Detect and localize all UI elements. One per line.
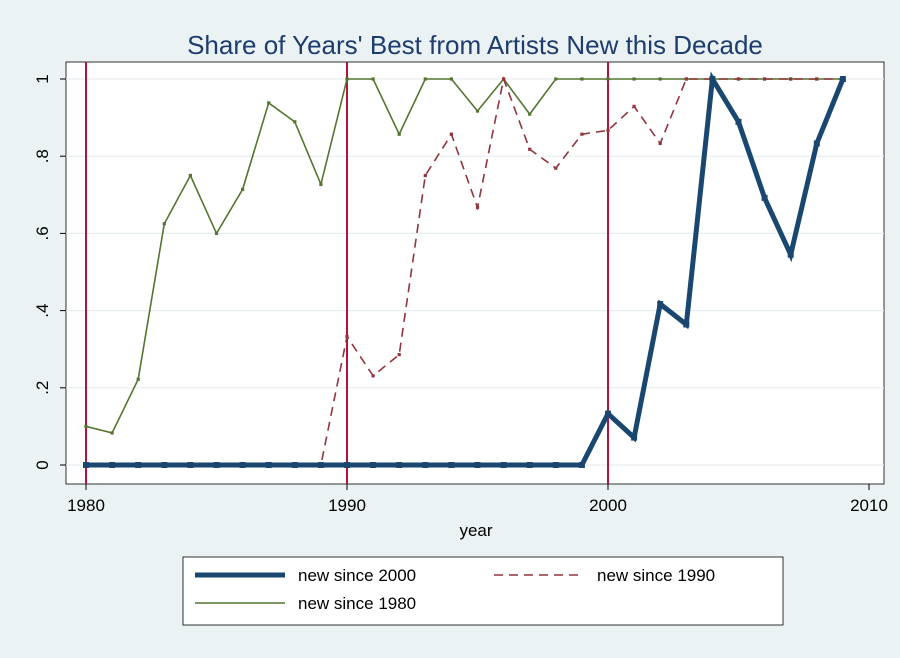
data-point	[396, 462, 403, 468]
y-tick-label: .6	[33, 226, 52, 240]
data-point	[528, 147, 532, 151]
data-point	[552, 462, 559, 468]
series-line-3	[85, 77, 843, 434]
legend: new since 2000 new since 1990 new since 19…	[182, 556, 784, 626]
data-point	[345, 77, 349, 81]
data-point	[423, 173, 427, 178]
x-axis-label: year	[459, 521, 492, 540]
x-axis: 1980 1990 2000 2010	[67, 484, 888, 515]
x-tick-label: 1980	[67, 496, 105, 515]
data-point	[162, 222, 166, 226]
data-point	[606, 77, 610, 81]
data-point	[789, 77, 793, 81]
y-tick-label: .8	[33, 149, 52, 163]
legend-label: new since 1980	[298, 594, 416, 613]
data-point	[658, 77, 662, 81]
data-point	[317, 462, 324, 468]
data-point	[188, 173, 192, 178]
data-point	[735, 118, 742, 125]
data-point	[370, 462, 377, 468]
data-point	[371, 77, 375, 81]
data-point	[526, 462, 533, 468]
data-point	[578, 462, 585, 468]
data-point	[423, 77, 427, 81]
data-point	[763, 77, 767, 81]
data-point	[161, 462, 168, 468]
legend-box	[182, 556, 784, 626]
data-point	[110, 431, 114, 435]
data-point	[136, 377, 140, 381]
legend-label: new since 2000	[298, 566, 416, 585]
data-point	[761, 194, 768, 201]
data-point	[474, 462, 481, 468]
data-point	[397, 132, 401, 136]
data-point	[267, 101, 271, 105]
data-point	[709, 76, 716, 82]
data-point	[135, 462, 142, 468]
y-tick-label: 0	[33, 460, 52, 469]
data-point	[813, 140, 820, 147]
data-point	[449, 77, 453, 81]
data-point	[580, 132, 584, 136]
series-lines	[83, 71, 846, 468]
data-point	[475, 205, 480, 210]
data-point	[475, 109, 480, 113]
y-tick-label: .4	[33, 304, 52, 318]
data-point	[109, 462, 116, 468]
data-point	[265, 462, 272, 468]
legend-label: new since 1990	[597, 566, 715, 585]
x-tick-label: 2010	[850, 496, 888, 515]
data-point	[344, 462, 350, 468]
y-tick-label: 1	[33, 74, 52, 83]
data-point	[605, 410, 611, 417]
data-point	[83, 462, 89, 468]
data-point	[422, 462, 429, 468]
data-point	[448, 462, 455, 468]
chart-title: Share of Years' Best from Artists New th…	[187, 30, 763, 60]
data-point	[84, 424, 88, 428]
data-point	[632, 77, 636, 81]
x-tick-label: 1990	[328, 496, 366, 515]
data-point	[606, 128, 610, 132]
data-point	[500, 462, 507, 468]
data-point	[213, 462, 220, 468]
data-point	[736, 77, 741, 81]
data-point	[658, 141, 662, 146]
gridlines	[66, 78, 884, 466]
series-line-1	[86, 71, 846, 468]
data-point	[684, 77, 688, 81]
data-point	[657, 301, 664, 308]
data-point	[683, 321, 690, 328]
data-point	[502, 77, 506, 81]
data-point	[632, 104, 636, 109]
data-point	[397, 353, 401, 357]
data-point	[187, 462, 194, 468]
data-point	[214, 231, 219, 235]
data-point	[241, 187, 245, 191]
y-axis: 0 .2 .4 .6 .8 1	[33, 74, 66, 470]
data-point	[345, 334, 349, 339]
data-point	[319, 182, 323, 186]
data-point	[839, 76, 846, 82]
data-point	[291, 462, 298, 468]
data-point	[631, 434, 638, 441]
data-point	[554, 77, 558, 81]
data-point	[815, 77, 819, 81]
data-point	[554, 166, 558, 170]
plot-background	[65, 61, 885, 485]
data-point	[449, 132, 453, 136]
data-point	[371, 374, 375, 378]
data-point	[293, 120, 297, 124]
data-point	[580, 77, 584, 81]
data-point	[787, 251, 794, 258]
x-tick-label: 2000	[589, 496, 627, 515]
data-point	[239, 462, 246, 468]
y-tick-label: .2	[33, 381, 52, 395]
data-point	[528, 112, 532, 116]
